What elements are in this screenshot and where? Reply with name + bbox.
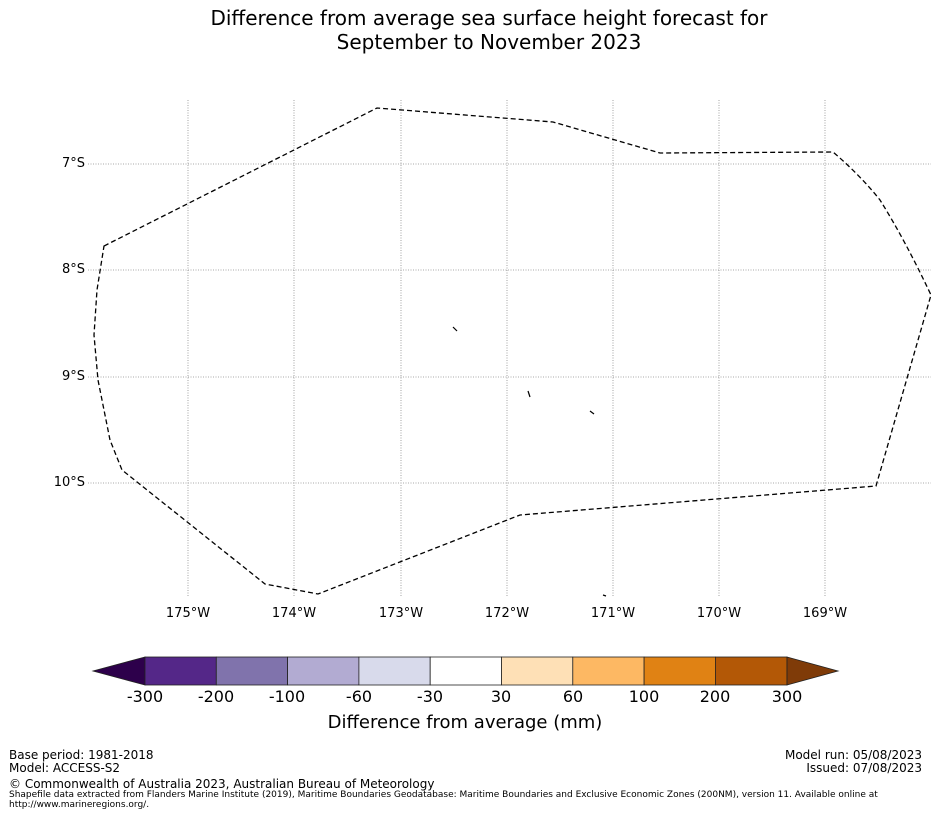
colorbar-over-arrow bbox=[786, 656, 840, 686]
lat-label-8s: 8°S bbox=[61, 262, 85, 277]
lon-label-175w: 175°W bbox=[165, 606, 211, 621]
lon-label-170w: 170°W bbox=[696, 606, 742, 621]
title-line-2: September to November 2023 bbox=[336, 30, 642, 54]
lon-label-171w: 171°W bbox=[590, 606, 636, 621]
copyright: © Commonwealth of Australia 2023, Austra… bbox=[9, 777, 435, 791]
colorbar-bin-8 bbox=[643, 656, 716, 686]
colorbar-tick: -200 bbox=[197, 687, 235, 706]
colorbar-bin-4 bbox=[358, 656, 431, 686]
colorbar-tick: 60 bbox=[562, 687, 584, 706]
colorbar-tick: 30 bbox=[490, 687, 512, 706]
model-run: Model run: 05/08/2023 bbox=[784, 748, 922, 762]
island-1 bbox=[452, 326, 458, 332]
lon-label-169w: 169°W bbox=[802, 606, 848, 621]
island-4 bbox=[602, 594, 607, 597]
base-period: Base period: 1981-2018 bbox=[9, 748, 154, 762]
colorbar-label: Difference from average (mm) bbox=[327, 712, 603, 733]
lon-label-172w: 172°W bbox=[484, 606, 530, 621]
chart-title: Difference from average sea surface heig… bbox=[0, 6, 931, 54]
colorbar-bin-7 bbox=[572, 656, 645, 686]
lon-label-173w: 173°W bbox=[378, 606, 424, 621]
island-2 bbox=[527, 390, 531, 398]
lat-label-7s: 7°S bbox=[61, 156, 85, 171]
colorbar-tick: 100 bbox=[628, 687, 660, 706]
colorbar-bin-6 bbox=[501, 656, 574, 686]
colorbar-tick: -300 bbox=[126, 687, 164, 706]
issued-date: Issued: 07/08/2023 bbox=[806, 761, 922, 775]
colorbar-bin-3 bbox=[287, 656, 360, 686]
shapefile-note: Shapefile data extracted from Flanders M… bbox=[9, 790, 878, 810]
colorbar-tick: -100 bbox=[268, 687, 306, 706]
lat-label-9s: 9°S bbox=[61, 369, 85, 384]
colorbar-bin-1 bbox=[144, 656, 217, 686]
lon-label-174w: 174°W bbox=[271, 606, 317, 621]
colorbar-tick: -60 bbox=[345, 687, 373, 706]
islands bbox=[452, 326, 607, 597]
colorbar-tick: 300 bbox=[771, 687, 803, 706]
title-line-1: Difference from average sea surface heig… bbox=[210, 6, 768, 30]
colorbar bbox=[91, 656, 840, 686]
colorbar-bin-5 bbox=[429, 656, 502, 686]
graticule bbox=[88, 100, 931, 596]
colorbar-tick: 200 bbox=[699, 687, 731, 706]
island-3 bbox=[589, 410, 595, 415]
eez-boundary bbox=[93, 107, 931, 595]
colorbar-bin-9 bbox=[715, 656, 788, 686]
model-name: Model: ACCESS-S2 bbox=[9, 761, 121, 775]
lat-label-10s: 10°S bbox=[53, 475, 85, 490]
colorbar-bin-2 bbox=[215, 656, 289, 686]
colorbar-under-arrow bbox=[91, 656, 146, 686]
colorbar-tick: -30 bbox=[416, 687, 444, 706]
